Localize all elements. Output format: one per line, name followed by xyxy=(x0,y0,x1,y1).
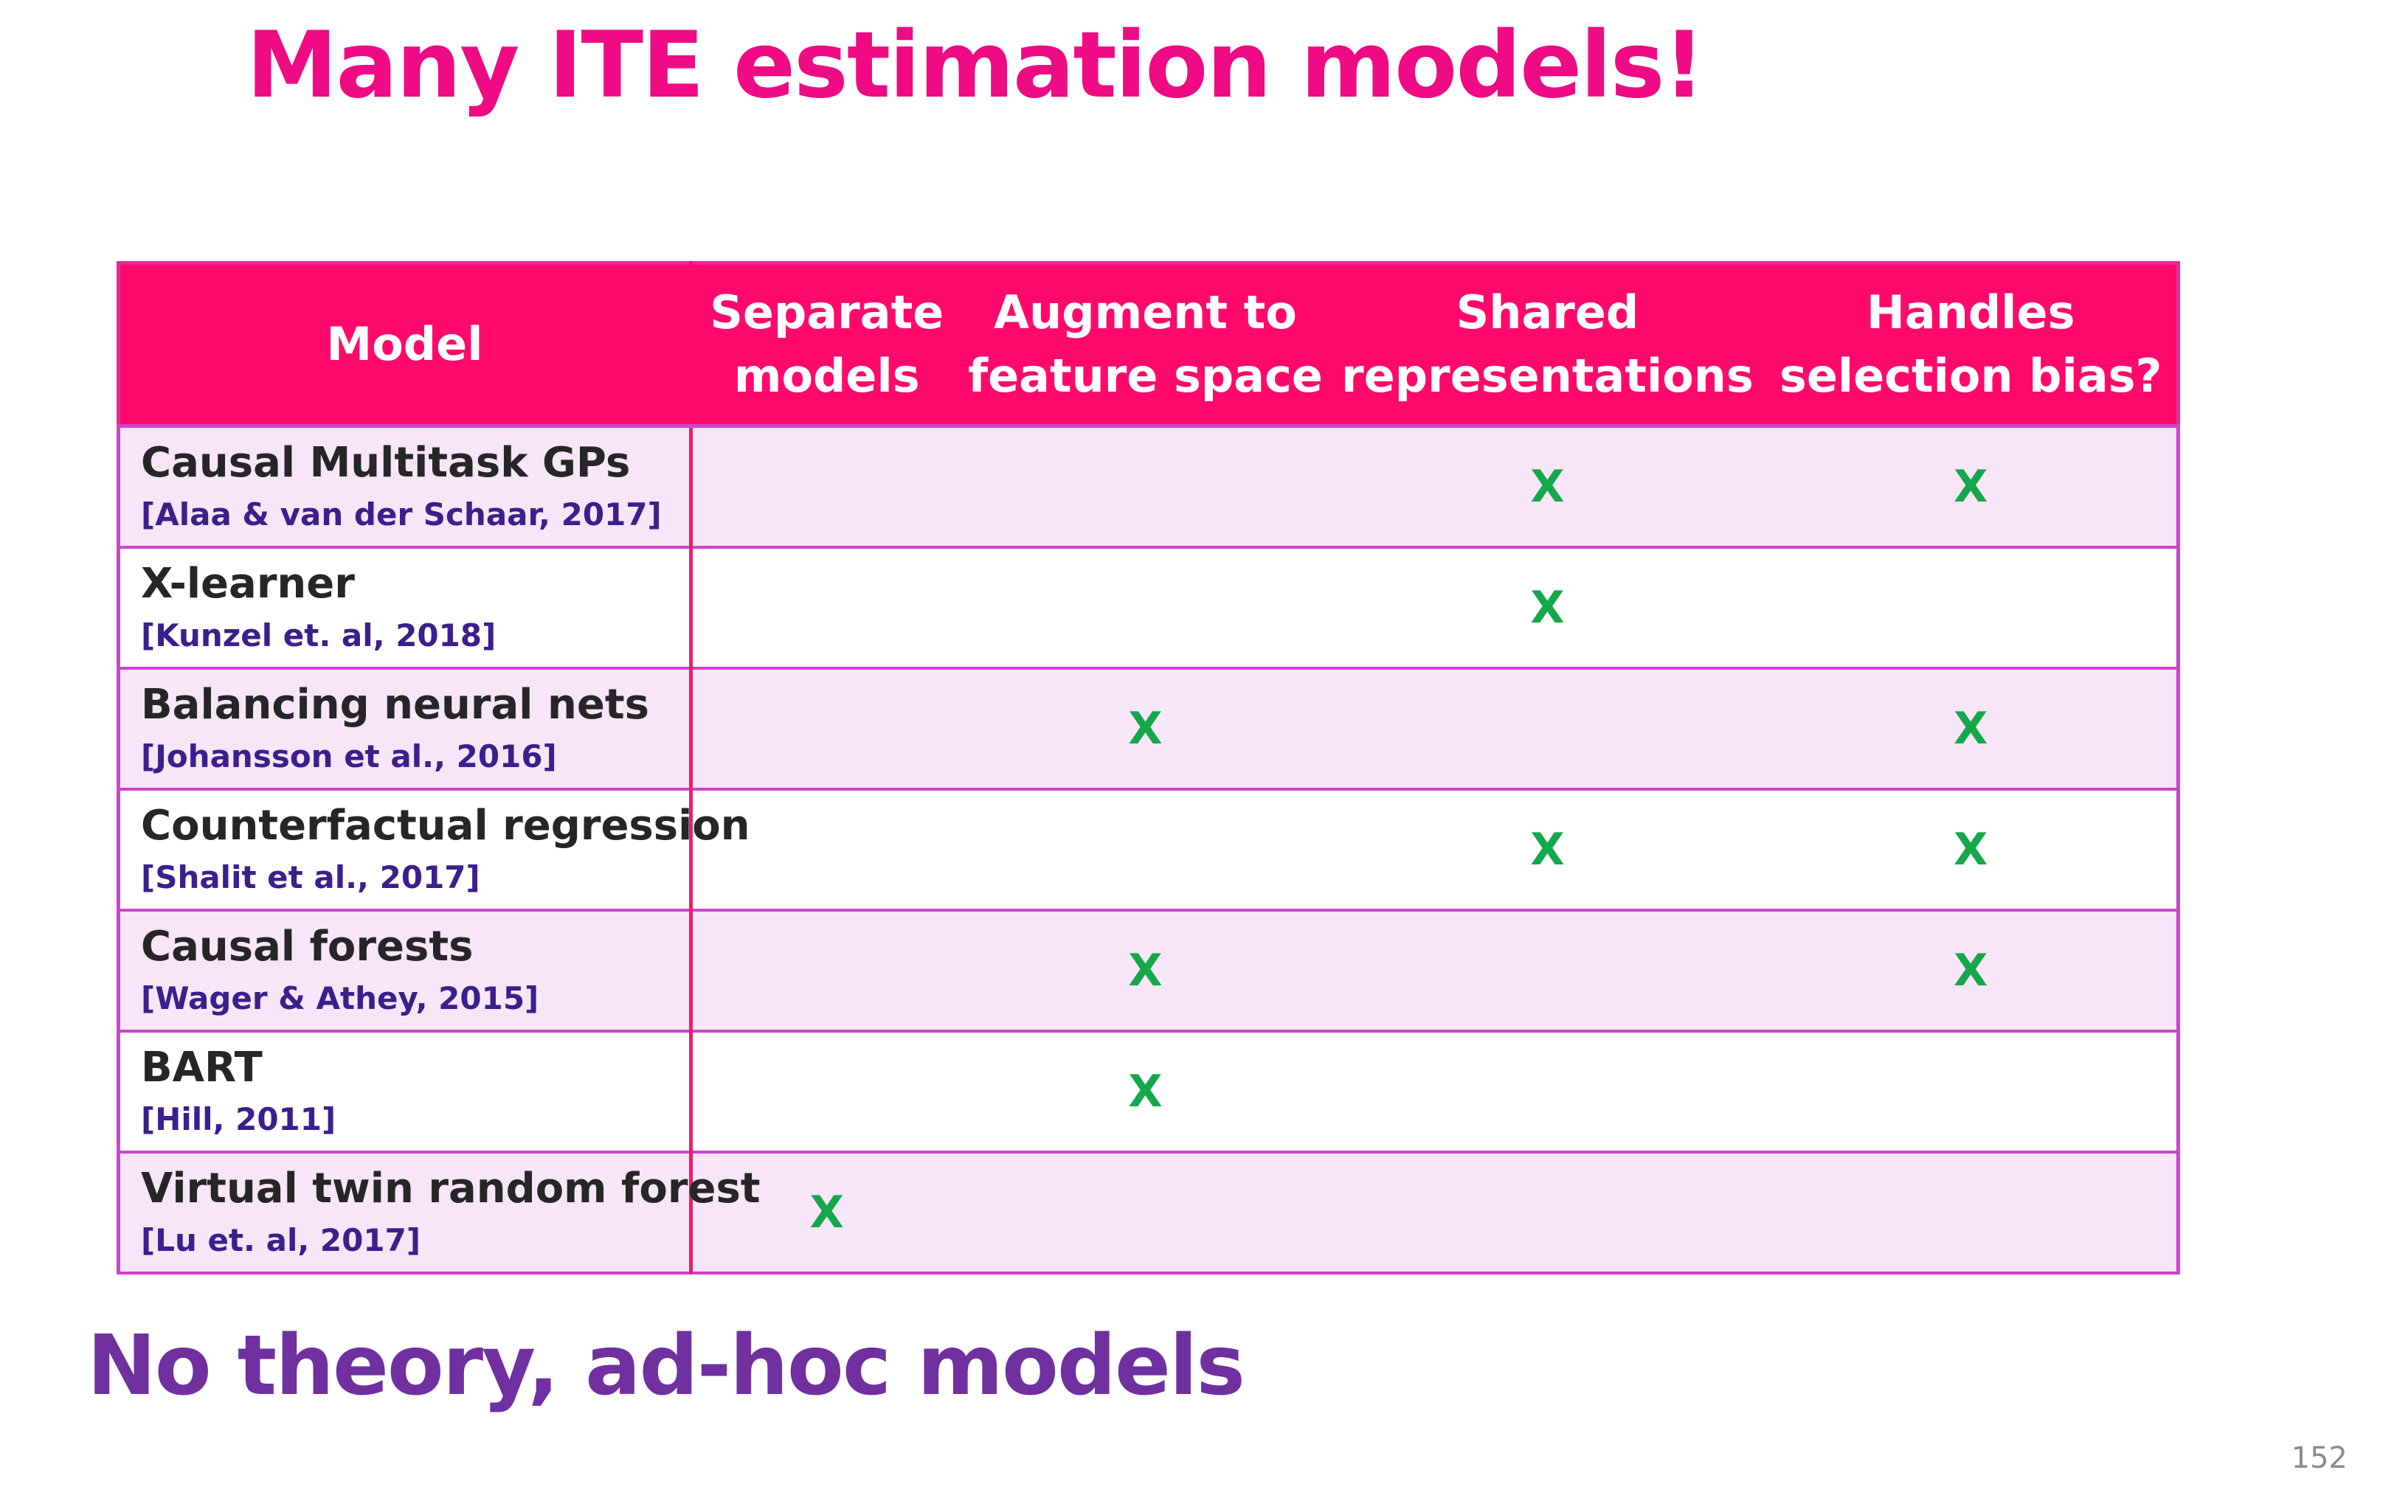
cell-augment xyxy=(961,547,1330,670)
cell-augment: X xyxy=(961,1031,1330,1154)
header-bias-line-1: Handles xyxy=(1866,285,2075,339)
model-cell: Causal Multitask GPs [Alaa & van der Scha… xyxy=(117,426,693,549)
model-cell: Balancing neural nets [Johansson et al., … xyxy=(117,668,693,791)
model-cell: Causal forests [Wager & Athey, 2015] xyxy=(117,910,693,1033)
header-augment-feature-space: Augment to feature space xyxy=(961,261,1330,428)
table-row: Virtual twin random forest [Lu et. al, 20… xyxy=(117,1152,2180,1275)
cell-separate xyxy=(691,547,961,670)
table-row: X-learner [Kunzel et. al, 2018] X xyxy=(117,547,2180,670)
cell-shared: X xyxy=(1329,547,1765,670)
header-augment-line-2: feature space xyxy=(968,349,1323,403)
model-citation: [Kunzel et. al, 2018] xyxy=(141,617,497,653)
table-row: Balancing neural nets [Johansson et al., … xyxy=(117,668,2180,791)
cell-separate: X xyxy=(691,1152,961,1275)
table-row: BART [Hill, 2011] X xyxy=(117,1031,2180,1154)
cell-shared xyxy=(1329,1152,1765,1275)
check-mark: X xyxy=(1954,824,1988,875)
model-citation: [Johansson et al., 2016] xyxy=(141,738,557,774)
model-citation: [Alaa & van der Schaar, 2017] xyxy=(141,496,662,533)
model-citation: [Wager & Athey, 2015] xyxy=(141,980,539,1016)
header-separate-line-2: models xyxy=(733,349,920,403)
cell-bias: X xyxy=(1765,426,2180,549)
table-row: Causal Multitask GPs [Alaa & van der Scha… xyxy=(117,426,2180,549)
header-model-label: Model xyxy=(326,317,483,371)
cell-separate xyxy=(691,668,961,791)
cell-shared: X xyxy=(1329,789,1765,912)
cell-shared xyxy=(1329,1031,1765,1154)
cell-bias: X xyxy=(1765,910,2180,1033)
model-cell: X-learner [Kunzel et. al, 2018] xyxy=(117,547,693,670)
table-row: Causal forests [Wager & Athey, 2015] X X xyxy=(117,910,2180,1033)
model-cell: Virtual twin random forest [Lu et. al, 20… xyxy=(117,1152,761,1275)
model-name: Causal Multitask GPs xyxy=(141,439,631,487)
check-mark: X xyxy=(1954,703,1988,755)
model-citation: [Lu et. al, 2017] xyxy=(141,1222,421,1258)
header-separate-line-1: Separate xyxy=(710,285,944,339)
header-separate-models: Separate models xyxy=(691,261,961,428)
cell-bias: X xyxy=(1765,668,2180,791)
model-citation: [Shalit et al., 2017] xyxy=(141,859,480,895)
model-cell: BART [Hill, 2011] xyxy=(117,1031,693,1154)
check-mark: X xyxy=(1530,824,1565,875)
cell-bias xyxy=(1765,1031,2180,1154)
cell-augment: X xyxy=(961,668,1330,791)
check-mark: X xyxy=(1530,582,1565,634)
cell-separate xyxy=(691,426,961,549)
footer-note: No theory, ad-hoc models xyxy=(87,1318,1245,1414)
table-header-row: Model Separate models Augment to feature s… xyxy=(117,261,2180,428)
model-name: X-learner xyxy=(141,560,355,608)
model-name: Virtual twin random forest xyxy=(141,1165,761,1213)
table-row: Counterfactual regression [Shalit et al.,… xyxy=(117,789,2180,912)
check-mark: X xyxy=(1954,945,1988,996)
header-shared-representations: Shared representations xyxy=(1329,261,1765,428)
model-name: Causal forests xyxy=(141,923,474,971)
cell-shared xyxy=(1329,668,1765,791)
check-mark: X xyxy=(1128,703,1163,755)
cell-bias xyxy=(1765,1152,2180,1275)
cell-shared xyxy=(1329,910,1765,1033)
header-handles-selection-bias: Handles selection bias? xyxy=(1765,261,2180,428)
check-mark: X xyxy=(1128,945,1163,996)
model-cell: Counterfactual regression [Shalit et al.,… xyxy=(117,789,750,912)
header-augment-line-1: Augment to xyxy=(994,285,1297,339)
header-shared-line-1: Shared xyxy=(1456,285,1639,339)
cell-augment xyxy=(961,1152,1330,1275)
model-citation: [Hill, 2011] xyxy=(141,1101,336,1137)
cell-separate xyxy=(691,789,961,912)
check-mark: X xyxy=(809,1187,844,1238)
header-model: Model xyxy=(117,261,693,428)
cell-augment xyxy=(961,789,1330,912)
slide-title: Many ITE estimation models! xyxy=(246,13,1705,119)
model-name: BART xyxy=(141,1044,263,1092)
models-table: Model Separate models Augment to feature s… xyxy=(117,261,2180,1275)
cell-shared: X xyxy=(1329,426,1765,549)
check-mark: X xyxy=(1128,1066,1163,1117)
cell-augment xyxy=(961,426,1330,549)
check-mark: X xyxy=(1530,461,1565,513)
model-name: Counterfactual regression xyxy=(141,802,750,850)
cell-augment: X xyxy=(961,910,1330,1033)
header-bias-line-2: selection bias? xyxy=(1779,349,2162,403)
check-mark: X xyxy=(1954,461,1988,513)
cell-bias xyxy=(1765,547,2180,670)
page-number: 152 xyxy=(2291,1441,2348,1475)
header-shared-line-2: representations xyxy=(1341,349,1754,403)
cell-bias: X xyxy=(1765,789,2180,912)
model-name: Balancing neural nets xyxy=(141,681,649,729)
cell-separate xyxy=(691,910,961,1033)
cell-separate xyxy=(691,1031,961,1154)
